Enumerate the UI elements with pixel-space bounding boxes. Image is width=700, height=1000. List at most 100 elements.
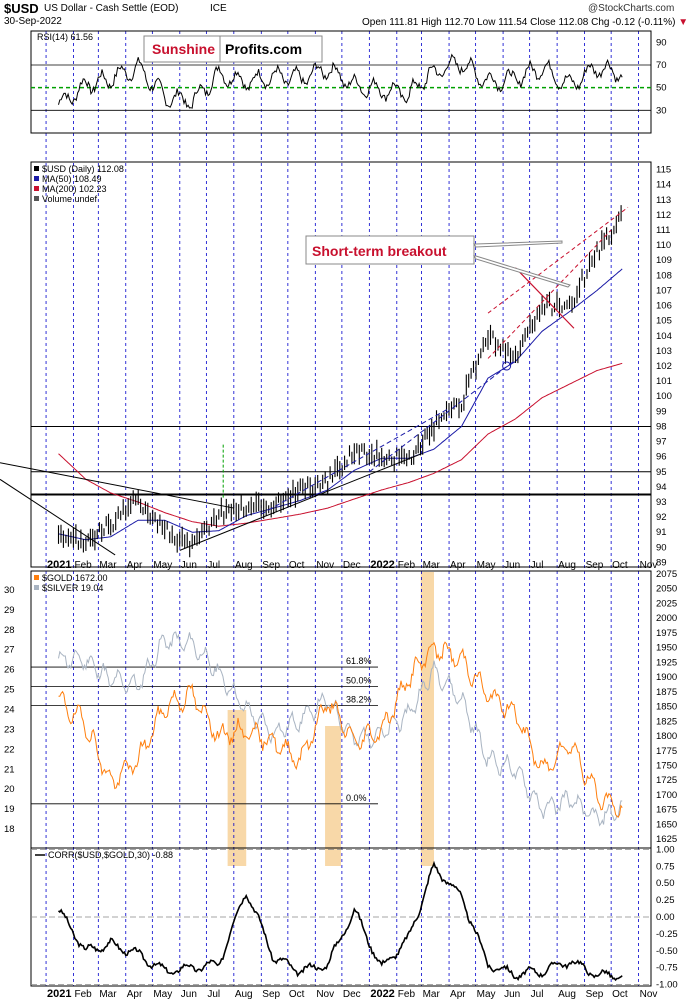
usd-legend-swatch	[34, 176, 39, 181]
silver-tick-label: 29	[4, 605, 15, 616]
gold-tick-label: 1775	[656, 746, 677, 757]
x-tick-label-mid: Jul	[531, 560, 544, 571]
rsi-tick-label: 30	[656, 105, 667, 116]
x-tick-label-mid: Sep	[586, 560, 604, 571]
usd-tick-label: 95	[656, 467, 667, 478]
usd-price-bars	[57, 205, 622, 558]
corr-tick-label: 0.75	[656, 861, 675, 872]
silver-tick-label: 18	[4, 824, 15, 835]
x-tick-label-bottom: Sep	[262, 989, 280, 1000]
corr-tick-label: -0.25	[656, 929, 678, 940]
gold-tick-label: 1950	[656, 643, 677, 654]
rsi-tick-label: 70	[656, 60, 667, 71]
x-tick-label-bottom: Apr	[127, 989, 143, 1000]
ma50-line	[58, 268, 623, 541]
usd-tick-label: 97	[656, 437, 667, 448]
usd-tick-label: 100	[656, 391, 672, 402]
usd-tick-label: 110	[656, 240, 671, 251]
header-symbol: $USD	[4, 1, 39, 16]
x-tick-label-bottom: May	[153, 989, 172, 1000]
usd-tick-label: 92	[656, 512, 667, 523]
x-tick-label-bottom: Dec	[343, 989, 361, 1000]
corr-tick-label: -1.00	[656, 980, 678, 991]
usd-tick-label: 101	[656, 376, 672, 387]
gold-tick-label: 2000	[656, 613, 677, 624]
x-tick-label-mid: Aug	[235, 560, 253, 571]
x-tick-label-mid: Feb	[398, 560, 416, 571]
gold-tick-label: 1625	[656, 834, 677, 845]
silver-tick-label: 30	[4, 585, 15, 596]
chg-value: -0.12 (-0.11%)	[612, 17, 676, 28]
usd-tick-label: 93	[656, 497, 667, 508]
x-tick-label-mid: Mar	[423, 560, 441, 571]
usd-tick-label: 91	[656, 527, 667, 538]
x-tick-label-mid: Oct	[612, 560, 628, 571]
usd-tick-label: 103	[656, 346, 672, 357]
header-date: 30-Sep-2022	[4, 16, 62, 27]
x-tick-label-bottom: Feb	[398, 989, 416, 1000]
fib-level-label: 61.8%	[346, 656, 372, 666]
x-tick-label-mid: Feb	[75, 560, 93, 571]
usd-tick-label: 108	[656, 270, 672, 281]
x-tick-label-mid: Jun	[504, 560, 520, 571]
gold-tick-label: 1875	[656, 687, 677, 698]
chg-label: Chg	[591, 17, 610, 28]
header-exchange: ICE	[210, 3, 227, 14]
high-value: 112.70	[444, 17, 475, 28]
high-label: High	[421, 17, 442, 28]
usd-tick-label: 98	[656, 421, 667, 432]
corr-tick-label: 0.00	[656, 912, 675, 923]
panel-frame-rsi	[30, 30, 652, 134]
gold-tick-label: 1850	[656, 702, 677, 713]
x-tick-label-bottom: Jun	[504, 989, 520, 1000]
event-highlight-band	[325, 726, 341, 866]
usd-tick-label: 104	[656, 331, 672, 342]
gold-tick-label: 1750	[656, 760, 677, 771]
x-tick-label-mid: Apr	[127, 560, 143, 571]
x-tick-label-bottom: Mar	[99, 989, 117, 1000]
usd-tick-label: 112	[656, 210, 671, 221]
gold-legend-label: $SILVER 19.04	[42, 583, 103, 593]
corr-tick-label: -0.75	[656, 963, 678, 974]
x-tick-label-bottom: Nov	[316, 989, 334, 1000]
usd-early-trendline	[0, 478, 116, 556]
gold-tick-label: 2050	[656, 584, 677, 595]
gold-legend-swatch	[34, 585, 39, 590]
x-tick-label-mid: Jun	[181, 560, 197, 571]
usd-legend-swatch	[34, 166, 39, 171]
low-value: 111.54	[498, 17, 528, 28]
x-tick-label-bottom: Aug	[235, 989, 253, 1000]
fib-level-label: 50.0%	[346, 676, 372, 686]
usd-resistance-trendline	[0, 462, 234, 509]
usd-red-channel-lower	[487, 229, 612, 359]
x-tick-label-mid: May	[477, 560, 496, 571]
x-tick-label-mid: Dec	[343, 560, 361, 571]
gold-tick-label: 1925	[656, 657, 677, 668]
silver-line	[58, 631, 623, 827]
logo-sunshine-text: Sunshine	[152, 41, 215, 57]
corr-tick-label: 1.00	[656, 844, 675, 855]
x-tick-label-bottom: Oct	[289, 989, 305, 1000]
corr-tick-label: 0.25	[656, 895, 675, 906]
panel-frame-usd	[30, 161, 652, 568]
x-tick-label-bottom: Aug	[558, 989, 576, 1000]
usd-legend-swatch	[34, 186, 39, 191]
usd-red-downtrend	[515, 267, 575, 329]
gold-tick-label: 1650	[656, 819, 677, 830]
usd-tick-label: 94	[656, 482, 667, 493]
x-tick-label-bottom: Sep	[586, 989, 604, 1000]
usd-tick-label: 102	[656, 361, 672, 372]
corr-tick-label: 0.50	[656, 878, 675, 889]
gold-legend-swatch	[34, 575, 39, 580]
x-tick-label-bottom: Jul	[531, 989, 544, 1000]
rsi-legend-label: RSI(14) 61.56	[37, 32, 93, 42]
breakout-annotation-box	[305, 235, 475, 265]
usd-tick-label: 107	[656, 285, 672, 296]
gold-tick-label: 1975	[656, 628, 677, 639]
x-tick-label-mid: Aug	[558, 560, 576, 571]
usd-blue-channel-upper	[261, 407, 450, 515]
usd-legend-label: MA(200) 102.23	[42, 184, 107, 194]
x-tick-label-mid: Nov	[640, 560, 658, 571]
gold-tick-label: 1700	[656, 790, 677, 801]
silver-tick-label: 26	[4, 665, 15, 676]
